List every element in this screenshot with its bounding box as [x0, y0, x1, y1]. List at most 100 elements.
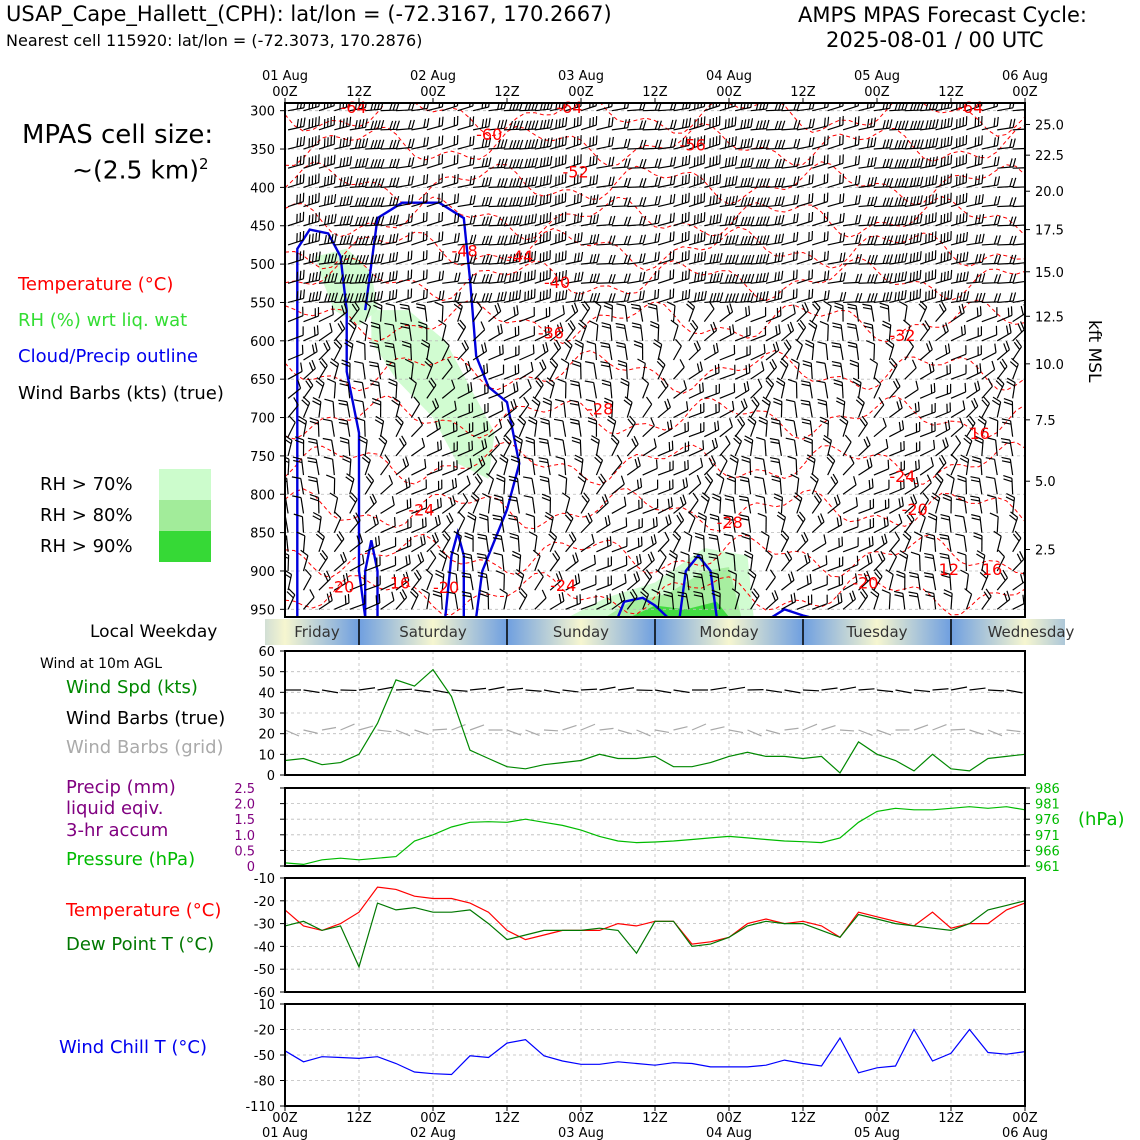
wind-barb-711	[888, 357, 898, 380]
wind-barb-feather	[408, 103, 412, 111]
wind-barb-shaft	[781, 109, 798, 112]
wind-barb-108	[472, 137, 492, 150]
wind-barb-feather	[882, 216, 887, 226]
wind-barb-893	[733, 434, 743, 457]
wind-barb-602	[688, 319, 699, 342]
wind-barb-feather	[611, 136, 615, 146]
wind-barb-feather	[773, 493, 783, 499]
wind-barb-202	[442, 173, 459, 188]
wind-barb-shaft	[302, 420, 307, 437]
wind-barb-744	[657, 377, 669, 399]
wind-barb-feather	[839, 418, 848, 426]
wind-barb-feather	[750, 177, 755, 187]
wind-barb-661	[847, 341, 860, 361]
wind-barb-54	[380, 120, 400, 131]
wind-barb-feather	[922, 492, 930, 501]
wind-barb-649	[672, 338, 682, 361]
wind-barb-feather	[739, 498, 749, 502]
wind-barb-feather	[294, 439, 304, 444]
wind-barb-451	[580, 273, 600, 284]
wind-barb-feather	[759, 159, 764, 169]
wind-barb-feather	[703, 103, 706, 107]
wind-barb-shaft	[843, 242, 860, 246]
wind-barb-611	[819, 320, 829, 341]
wind-barb-feather	[974, 195, 978, 205]
wind-barb-feather	[823, 232, 826, 242]
wind-barb-834	[553, 418, 567, 437]
wind-barb-shaft	[950, 181, 967, 188]
wind-barb-feather	[932, 138, 935, 148]
wind-barb-feather	[342, 293, 347, 303]
wind-barb-566	[862, 303, 875, 322]
wind-barb-shaft	[889, 298, 906, 304]
wind-barb-feather	[781, 158, 786, 168]
wind-barb-feather	[930, 384, 933, 394]
wind-barb-shaft	[843, 262, 860, 265]
wind-barb-feather	[469, 136, 472, 146]
wind-barb-shaft	[948, 516, 952, 533]
wind-barb-feather	[858, 214, 862, 224]
wind-barb-feather	[882, 292, 886, 302]
wind-barb-feather	[743, 235, 748, 245]
wind-barb-735	[518, 379, 532, 399]
wind-barb-799	[761, 396, 771, 418]
wind-barb-feather	[1009, 254, 1014, 264]
wind-barb-shaft	[750, 315, 766, 323]
wind-barb-feather	[781, 120, 786, 130]
wind-barb-feather	[369, 496, 375, 505]
wind-barb-526	[997, 292, 1017, 304]
wind-barb-470	[873, 273, 893, 284]
wind-barb-shaft	[719, 311, 733, 323]
wind-barb-shaft	[997, 262, 1014, 265]
wind-barb-shaft	[658, 146, 675, 150]
wind-barb-feather	[327, 273, 331, 283]
wind-barb-feather	[558, 156, 561, 166]
wind-barb-1135	[760, 530, 770, 552]
wind-barb-feather	[534, 250, 537, 260]
wind-barb-shaft	[287, 387, 301, 399]
wind-barb-feather	[534, 232, 537, 242]
wind-barb-feather	[909, 272, 912, 282]
wind-barb-826	[442, 421, 458, 438]
wind-barb-shaft	[595, 440, 600, 457]
wind-barb-feather	[297, 379, 302, 389]
wind-barb-feather	[916, 120, 921, 130]
wind-barb-368	[781, 231, 799, 246]
wind-barb-feather	[509, 197, 513, 207]
wind-barb-feather	[684, 174, 687, 184]
wind-barb-feather	[549, 174, 552, 184]
wind-barb-feather	[569, 399, 579, 403]
wind-barb-1084	[709, 513, 721, 533]
wind-barb-feather	[527, 196, 531, 206]
wind-barb-287	[1012, 204, 1025, 208]
wind-barb-feather	[1006, 377, 1016, 384]
wind-barb-feather	[476, 473, 483, 482]
wind-barb-feather	[762, 120, 767, 130]
wind-barb-1140	[842, 537, 859, 553]
wind-barb-feather	[457, 322, 465, 331]
wind-barb-848	[770, 418, 783, 437]
wind-barb-shaft	[316, 439, 320, 456]
wind-barb-feather	[411, 175, 414, 185]
wind-barb-shaft	[503, 390, 519, 399]
wind-barb-shaft	[765, 366, 777, 380]
wind-barb-935	[642, 459, 658, 476]
wind-barb-feather	[790, 358, 800, 364]
wind-barb-feather	[943, 271, 946, 281]
wind-barb-199	[395, 175, 414, 188]
wind-barb-shaft	[842, 526, 859, 534]
wind-barb-feather	[542, 214, 545, 224]
wind-barb-933	[611, 454, 623, 476]
wind-barb-shaft	[488, 166, 505, 169]
wind-barb-1066	[441, 512, 454, 534]
wind-barb-feather	[498, 418, 503, 428]
wind-barb-feather	[889, 360, 896, 369]
wind-barb-shaft	[550, 298, 566, 304]
wind-barb-shaft	[333, 345, 343, 361]
wind-barb-660	[831, 342, 844, 361]
wind-barb-feather	[346, 254, 351, 264]
wind-barb-feather	[793, 213, 796, 224]
wind-barb-shaft	[516, 516, 520, 533]
wind-barb-feather	[691, 319, 699, 328]
wind-barb-feather	[581, 303, 589, 312]
